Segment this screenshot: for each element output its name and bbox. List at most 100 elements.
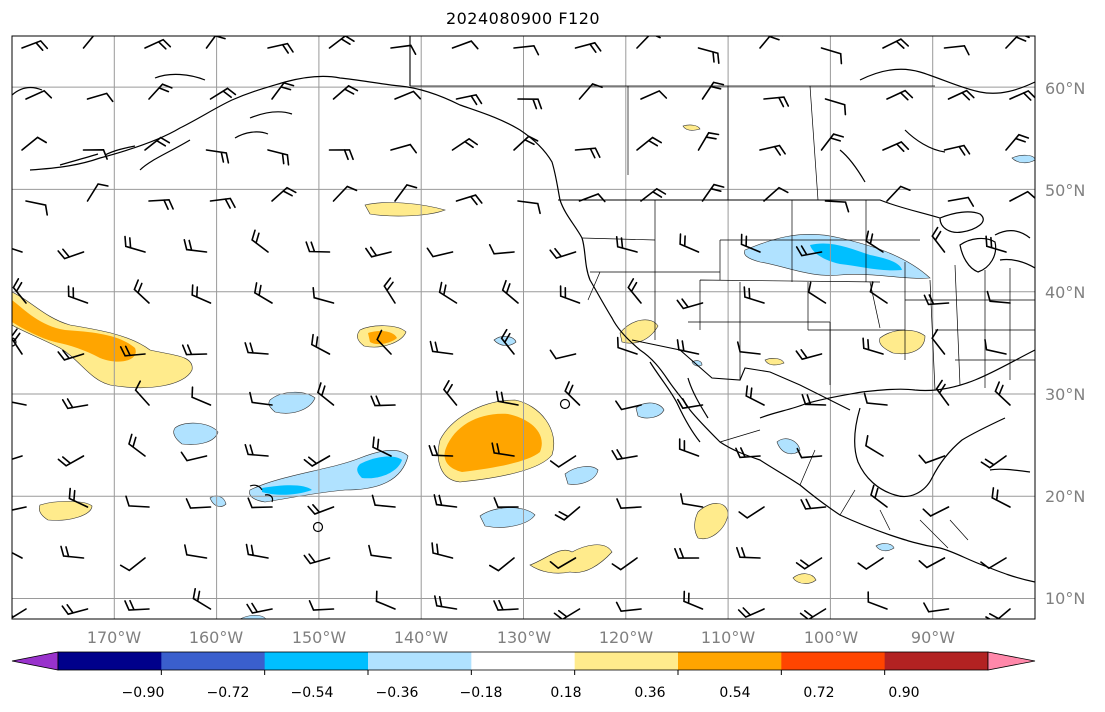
wind-barb bbox=[61, 398, 89, 410]
lon-label-140w: 140°W bbox=[394, 628, 449, 647]
colorbar: −0.90 −0.72 −0.54 −0.36 −0.18 0.18 0.36 … bbox=[11, 651, 1036, 701]
lat-label-40: 40°N bbox=[1045, 283, 1085, 302]
wind-barb bbox=[740, 233, 761, 253]
contour-negative bbox=[1011, 154, 1035, 164]
wind-barb bbox=[25, 200, 48, 216]
wind-barb bbox=[12, 608, 27, 619]
wind-barb bbox=[564, 381, 581, 406]
wind-barb bbox=[57, 248, 85, 260]
wind-barb bbox=[865, 435, 884, 457]
contour-negative-strong bbox=[262, 485, 312, 495]
wind-barb bbox=[185, 498, 212, 509]
wind-barb bbox=[923, 602, 950, 613]
wind-barb bbox=[125, 495, 150, 508]
wind-barb bbox=[68, 487, 89, 508]
contour-positive bbox=[619, 319, 659, 344]
wind-barb bbox=[12, 278, 27, 304]
colorbar-segment bbox=[884, 652, 989, 670]
wind-barb bbox=[180, 451, 208, 462]
wind-barb bbox=[390, 143, 417, 154]
wind-barb bbox=[676, 298, 704, 310]
wind-barb bbox=[328, 149, 354, 161]
wind-barb bbox=[578, 193, 606, 203]
wind-barb bbox=[181, 344, 208, 356]
wind-barb bbox=[244, 444, 269, 457]
wind-barb bbox=[865, 230, 884, 253]
wind-barb bbox=[12, 247, 23, 253]
wind-barb bbox=[267, 149, 290, 166]
wind-barb bbox=[249, 391, 273, 406]
lon-label-150w: 150°W bbox=[292, 628, 347, 647]
wind-barb bbox=[554, 506, 581, 521]
wind-barb bbox=[701, 81, 725, 100]
colorbar-extend-high bbox=[987, 651, 1036, 671]
wind-barb bbox=[882, 38, 909, 49]
colorbar-label: 0.36 bbox=[634, 685, 665, 701]
wind-barb bbox=[763, 186, 789, 202]
contour-negative bbox=[479, 507, 536, 528]
colorbar-label: 0.54 bbox=[719, 685, 750, 701]
wind-barb bbox=[578, 82, 603, 100]
wind-barb bbox=[701, 183, 725, 202]
wind-barb bbox=[25, 89, 53, 100]
map-title: 2024080900 F120 bbox=[445, 9, 601, 28]
contour-negative bbox=[691, 360, 703, 367]
wind-barb bbox=[980, 455, 1007, 469]
wind-barb bbox=[735, 447, 761, 459]
wind-barb bbox=[627, 278, 642, 304]
wind-barb bbox=[616, 336, 638, 355]
wind-barb bbox=[636, 136, 662, 151]
wind-barb bbox=[886, 185, 911, 202]
colorbar-segment bbox=[781, 652, 886, 670]
wind-barb bbox=[371, 494, 396, 508]
map-content bbox=[12, 36, 1035, 619]
wind-barb bbox=[86, 183, 109, 202]
wind-barb bbox=[124, 235, 146, 253]
wind-barb bbox=[922, 506, 950, 517]
wind-barb bbox=[271, 81, 295, 100]
wind-barb bbox=[947, 89, 975, 101]
wind-barb bbox=[144, 136, 171, 151]
colorbar-ticks bbox=[160, 670, 886, 675]
wind-barb bbox=[674, 547, 700, 559]
contour-positive bbox=[764, 358, 785, 366]
wind-barb bbox=[191, 284, 212, 304]
wind-barb bbox=[488, 244, 515, 255]
latitude-labels: 60°N 50°N 40°N 30°N 20°N 10°N bbox=[1045, 79, 1085, 608]
lat-label-30: 30°N bbox=[1045, 385, 1085, 404]
contour-positive-strong bbox=[368, 330, 397, 345]
wind-barb bbox=[500, 328, 515, 355]
wind-barb bbox=[332, 84, 359, 100]
contour-negative bbox=[564, 466, 599, 485]
contour-negative bbox=[635, 402, 665, 419]
wind-barb bbox=[428, 445, 454, 457]
wind-barb bbox=[807, 281, 827, 304]
wind-barb bbox=[678, 438, 700, 457]
wind-barb bbox=[985, 235, 1007, 253]
wind-barb bbox=[517, 98, 543, 110]
wind-barb bbox=[517, 200, 541, 215]
wind-barb bbox=[759, 36, 783, 49]
wind-barb bbox=[128, 433, 146, 457]
wind-barb bbox=[615, 601, 642, 613]
colorbar-label: 0.18 bbox=[550, 685, 581, 701]
wind-barb bbox=[455, 194, 483, 206]
wind-barb bbox=[611, 557, 638, 571]
colorbar-label: −0.54 bbox=[291, 685, 334, 701]
wind-barb bbox=[303, 553, 331, 565]
wind-barb bbox=[882, 141, 910, 152]
contour-positive bbox=[682, 124, 701, 131]
lat-label-20: 20°N bbox=[1045, 487, 1085, 506]
wind-barb bbox=[795, 557, 823, 570]
wind-barb bbox=[133, 279, 150, 304]
wind-barb bbox=[21, 39, 49, 51]
contour-positive bbox=[38, 501, 93, 521]
wind-barb bbox=[426, 247, 454, 258]
wind-barb bbox=[12, 551, 23, 559]
wind-barb bbox=[12, 506, 27, 511]
lat-label-60: 60°N bbox=[1045, 79, 1085, 98]
contour-positive bbox=[364, 202, 446, 217]
wind-barb bbox=[857, 557, 884, 570]
wind-barb bbox=[931, 328, 946, 355]
